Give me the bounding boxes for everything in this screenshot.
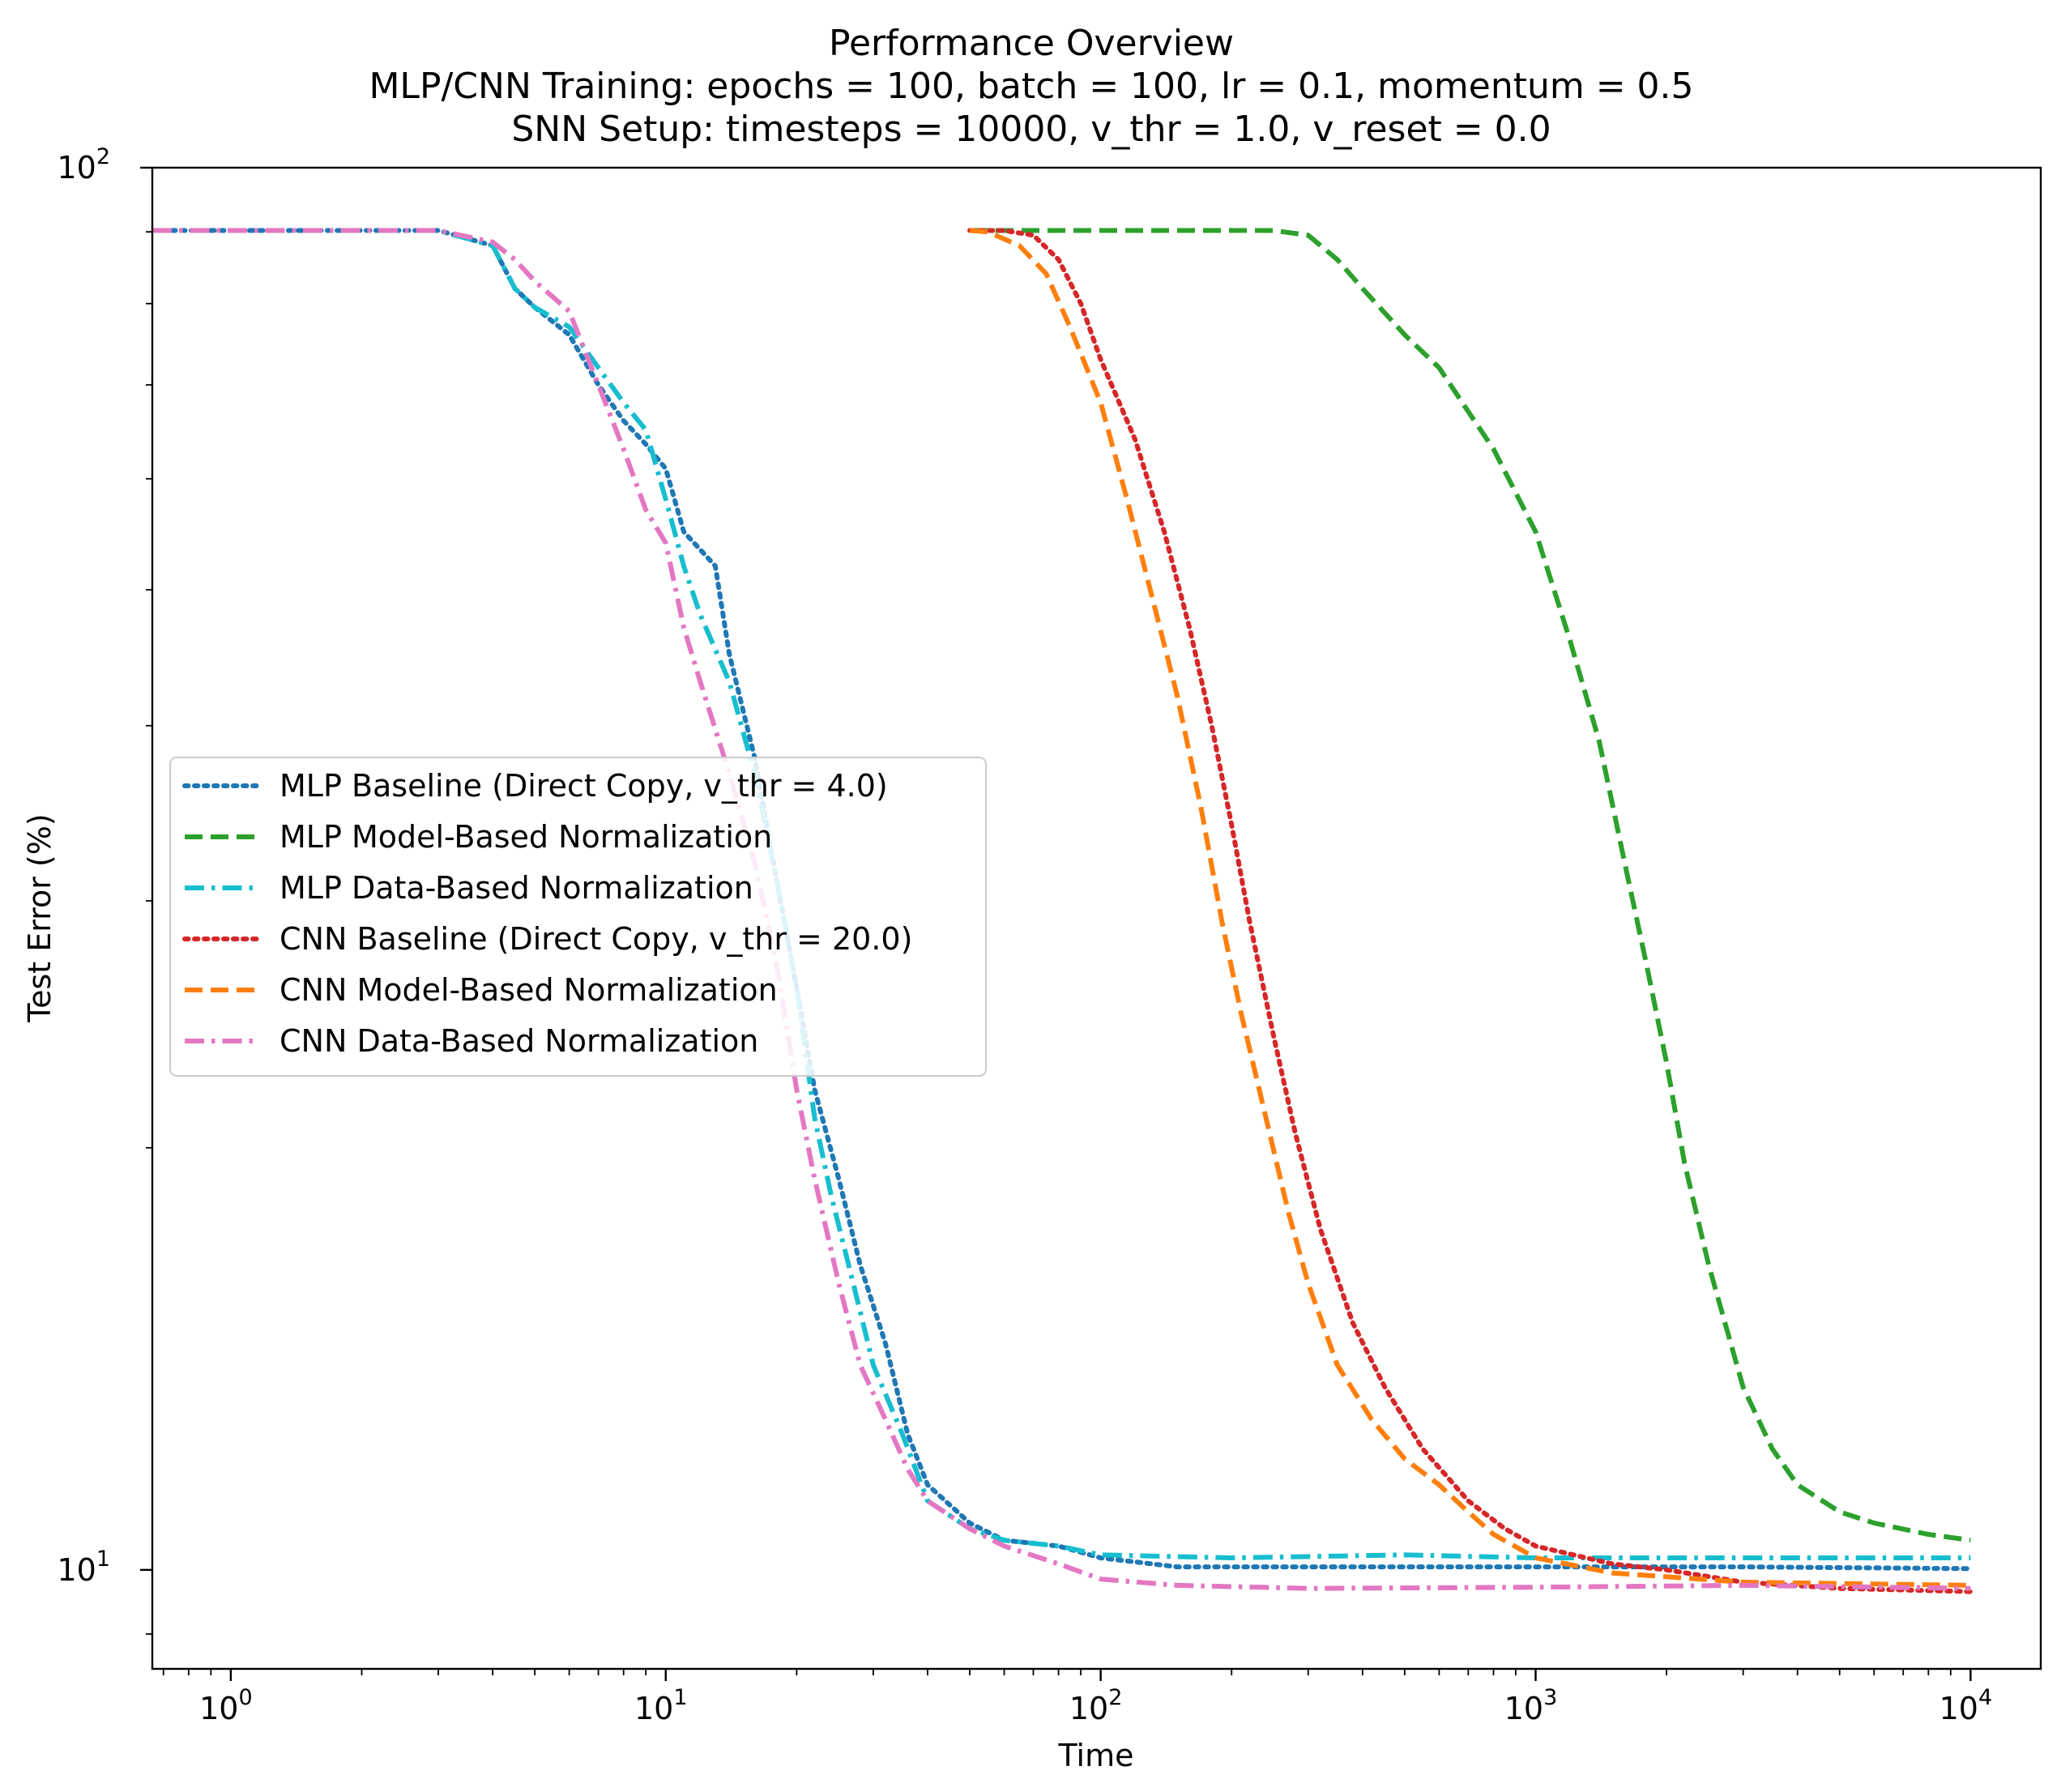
y-axis-label: Test Error (%) (22, 813, 58, 1022)
x-tick-label: 103 (1504, 1685, 1558, 1726)
x-tick-label: 100 (199, 1685, 253, 1726)
chart-title-line-1: Performance Overview (829, 23, 1234, 64)
x-tick-label: 102 (1069, 1685, 1123, 1726)
legend-label-3: MLP Data-Based Normalization (279, 870, 753, 906)
series-line-6 (152, 228, 1971, 1591)
x-axis-ticks: 100 101 102 103 104 (162, 1669, 1993, 1726)
chart-title-line-2: MLP/CNN Training: epochs = 100, batch = … (369, 66, 1693, 107)
x-axis-label: Time (1058, 1738, 1134, 1773)
chart-title: Performance Overview MLP/CNN Training: e… (369, 23, 1693, 150)
chart-title-line-3: SNN Setup: timesteps = 10000, v_thr = 1.… (511, 109, 1551, 150)
legend-label-2: MLP Model-Based Normalization (279, 819, 772, 855)
legend-box (169, 757, 987, 1077)
y-tick-label: 101 (57, 1547, 110, 1588)
y-axis-ticks: 101 102 (57, 144, 152, 1635)
y-tick-label: 102 (57, 144, 110, 186)
x-tick-label: 104 (1939, 1685, 1993, 1726)
series-line-4 (967, 228, 1974, 1594)
legend: MLP Baseline (Direct Copy, v_thr = 4.0) M… (169, 757, 987, 1077)
legend-label-6: CNN Data-Based Normalization (279, 1023, 758, 1059)
legend-label-4: CNN Baseline (Direct Copy, v_thr = 20.0) (279, 921, 912, 957)
x-tick-label: 101 (634, 1685, 688, 1726)
legend-label-5: CNN Model-Based Normalization (279, 972, 778, 1008)
legend-label-1: MLP Baseline (Direct Copy, v_thr = 4.0) (279, 768, 888, 804)
series-line-3 (152, 228, 1971, 1561)
series-line-2 (970, 228, 1971, 1543)
plot-area-frame (151, 166, 2042, 1670)
series-line-5 (969, 228, 1971, 1588)
legend-entries: MLP Baseline (Direct Copy, v_thr = 4.0) M… (182, 768, 912, 1059)
